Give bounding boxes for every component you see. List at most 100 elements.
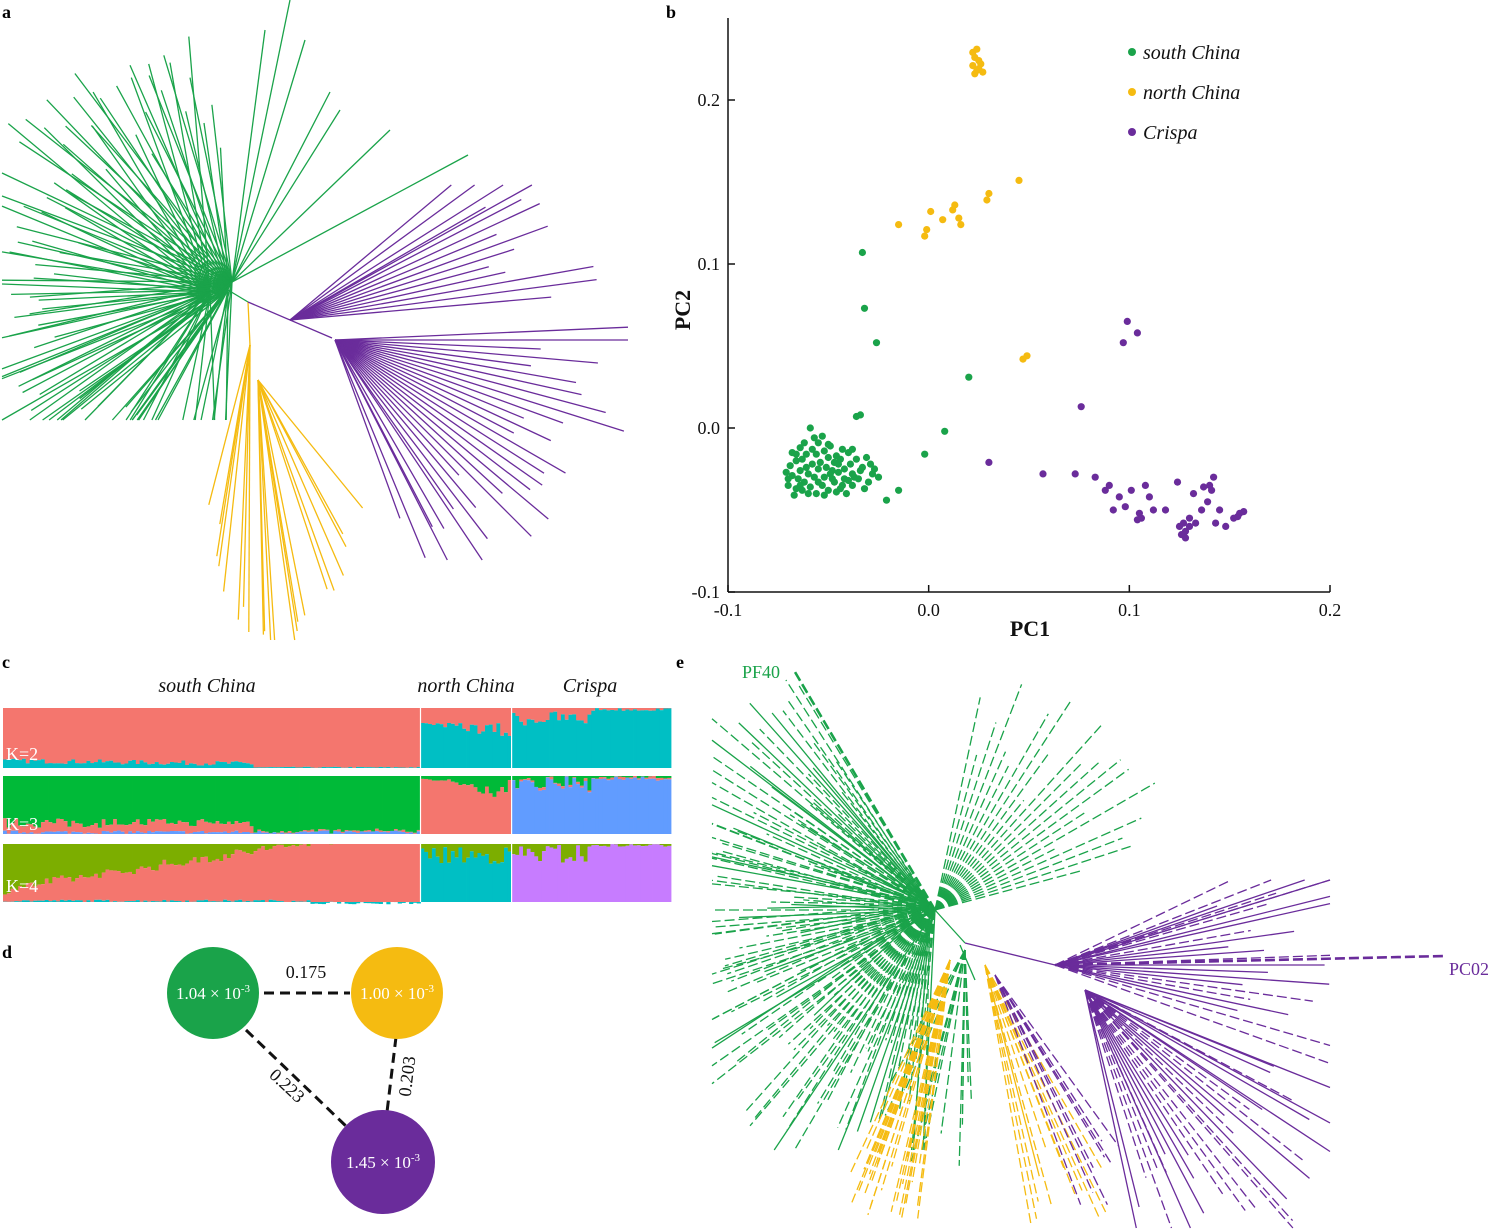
admix-bar-segment bbox=[306, 766, 311, 768]
admix-bar-segment bbox=[261, 831, 266, 833]
admix-bar-segment bbox=[29, 832, 34, 834]
point-south-china bbox=[804, 490, 812, 498]
admix-bar-segment bbox=[230, 831, 235, 834]
point-south-china bbox=[816, 458, 824, 466]
admix-bar-segment bbox=[610, 844, 615, 902]
admix-bar-segment bbox=[154, 762, 160, 768]
point-crispa bbox=[1133, 516, 1141, 524]
point-crispa bbox=[1216, 506, 1224, 514]
admix-bar-segment bbox=[412, 844, 418, 902]
point-south-china bbox=[824, 453, 832, 462]
admix-bar-segment bbox=[576, 708, 581, 721]
admix-bar-segment bbox=[500, 735, 505, 768]
admix-bar-segment bbox=[576, 720, 581, 768]
admix-bar-segment bbox=[382, 844, 387, 902]
tree-e-branch-north bbox=[917, 959, 951, 1219]
admix-bar-segment bbox=[158, 764, 163, 768]
admix-bar-segment bbox=[412, 776, 418, 833]
admix-bar-segment bbox=[94, 873, 99, 900]
admix-bar-segment bbox=[299, 831, 304, 834]
admix-bar-segment bbox=[390, 844, 395, 902]
tree-a-branch-crispa bbox=[334, 339, 454, 510]
admix-bar-segment bbox=[40, 759, 46, 768]
tree-a-branch-south bbox=[1, 279, 233, 283]
admix-bar-segment bbox=[207, 844, 213, 863]
admix-bar-segment bbox=[143, 762, 148, 768]
admix-bar-segment bbox=[530, 708, 535, 720]
tree-e-branch-crispa bbox=[1084, 989, 1263, 1111]
admix-bar-segment bbox=[177, 776, 182, 821]
admix-bar-segment bbox=[78, 832, 84, 834]
admix-bar-segment bbox=[606, 778, 611, 781]
admix-bar-segment bbox=[94, 823, 99, 834]
admix-bar-segment bbox=[52, 763, 57, 768]
admix-bar-segment bbox=[257, 844, 262, 849]
fst-network: 1.04 × 10-3 1.00 × 10-3 1.45 × 10-3 0.17… bbox=[167, 947, 443, 1214]
admix-bar-segment bbox=[90, 876, 95, 902]
admix-bar-segment bbox=[374, 776, 380, 829]
tree-e-branch-south bbox=[771, 901, 931, 906]
admix-bar-segment bbox=[629, 778, 634, 834]
admix-bar-segment bbox=[48, 763, 53, 768]
admix-bar-segment bbox=[44, 820, 49, 832]
admix-bar-segment bbox=[128, 844, 133, 872]
admix-bar-segment bbox=[663, 778, 668, 780]
admix-bar-segment bbox=[234, 900, 239, 902]
admix-bar-segment bbox=[3, 776, 8, 819]
admix-bar-segment bbox=[253, 708, 258, 768]
tree-a-branch-crispa bbox=[334, 326, 629, 341]
admix-bar-segment bbox=[94, 844, 99, 874]
tree-e-branch-north bbox=[918, 959, 951, 1164]
admix-bar-segment bbox=[420, 844, 425, 849]
admix-bar-segment bbox=[454, 782, 459, 834]
admix-bar-segment bbox=[538, 844, 543, 862]
admix-bar-segment bbox=[541, 708, 547, 722]
admix-bar-segment bbox=[333, 776, 338, 831]
tree-e-branch-south bbox=[713, 904, 931, 1019]
tree-e-branch-crispa bbox=[994, 974, 1112, 1163]
admix-bar-segment bbox=[397, 844, 402, 902]
admix-bar-segment bbox=[139, 760, 144, 768]
admix-bar-segment bbox=[610, 777, 615, 780]
admix-bar-segment bbox=[352, 830, 357, 832]
tree-e-branch-south bbox=[798, 684, 936, 911]
admix-bar-segment bbox=[158, 776, 163, 820]
tree-a-branch-south bbox=[46, 99, 229, 291]
admix-bar-segment bbox=[105, 708, 110, 762]
admix-bar-segment bbox=[166, 831, 171, 834]
admix-bar-segment bbox=[663, 776, 668, 779]
tree-a-branch-crispa bbox=[334, 339, 549, 520]
admix-bar-segment bbox=[211, 901, 216, 902]
admix-bar-segment bbox=[496, 776, 501, 792]
tree-e-branch-north bbox=[984, 964, 1040, 1177]
admix-bar-segment bbox=[367, 767, 372, 768]
admix-bar-segment bbox=[420, 723, 425, 768]
admix-bar-segment bbox=[348, 767, 353, 768]
admix-bar-segment bbox=[557, 845, 562, 902]
admix-bar-segment bbox=[450, 851, 456, 902]
admix-bar-segment bbox=[318, 902, 323, 904]
admix-bar-segment bbox=[128, 871, 133, 902]
admix-bar-segment bbox=[454, 776, 459, 783]
admix-bar-segment bbox=[18, 760, 23, 768]
admix-bar-segment bbox=[435, 723, 440, 768]
tree-e-branch-south bbox=[711, 796, 931, 906]
tree-e-branch-north bbox=[880, 959, 951, 1191]
tree-e-branch-south bbox=[835, 760, 936, 911]
point-south-china bbox=[820, 447, 828, 455]
admix-bar-segment bbox=[154, 870, 160, 902]
tree-e-branch-south bbox=[711, 909, 936, 985]
admix-bar-segment bbox=[469, 784, 475, 834]
point-south-china bbox=[814, 478, 822, 486]
admix-bar-segment bbox=[257, 830, 262, 834]
admix-bar-segment bbox=[337, 776, 342, 830]
admix-bar-segment bbox=[538, 776, 543, 788]
admix-bar-segment bbox=[655, 776, 661, 779]
admix-bar-segment bbox=[139, 832, 144, 834]
admix-bar-segment bbox=[52, 823, 57, 832]
node-label-north-china: 1.00 × 10-3 bbox=[360, 983, 435, 1003]
point-north-china bbox=[969, 62, 977, 70]
admix-bar-segment bbox=[644, 844, 649, 846]
admix-bar-segment bbox=[515, 708, 520, 716]
tree-e-branch-crispa bbox=[1054, 879, 1331, 966]
